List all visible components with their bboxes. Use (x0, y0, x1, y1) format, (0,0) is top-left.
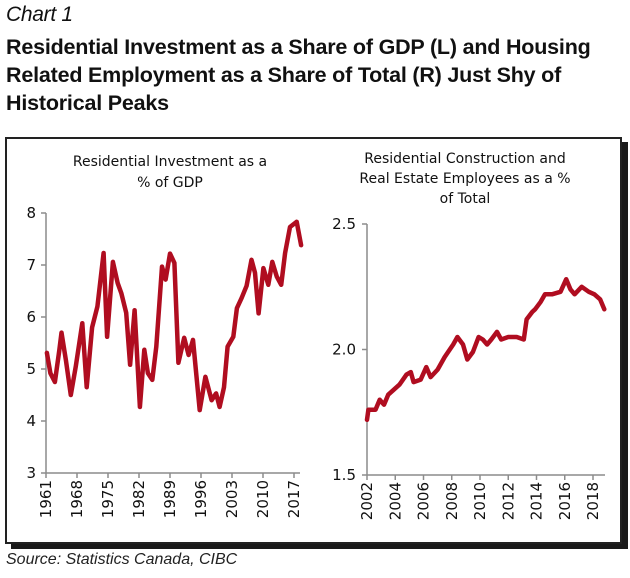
x-tick-label: 2008 (443, 482, 461, 520)
chart-number-label: Chart 1 (6, 3, 73, 26)
x-tick-label: 1975 (99, 480, 117, 518)
subchart-title-line: Residential Investment as a (73, 154, 267, 170)
x-tick-label: 1989 (161, 480, 179, 518)
subchart-title-line: Real Estate Employees as a % (359, 171, 570, 187)
y-tick-label: 4 (26, 412, 36, 430)
subchart-title-line: Residential Construction and (364, 151, 566, 167)
source-note: Source: Statistics Canada, CIBC (6, 551, 238, 568)
x-tick-label: 2006 (415, 482, 433, 520)
y-tick-label: 7 (26, 256, 36, 274)
x-tick-label: 2010 (471, 482, 489, 520)
x-tick-label: 2018 (584, 482, 602, 520)
right-chart: Residential Construction and Real Estate … (332, 151, 607, 520)
x-tick-label: 2016 (556, 482, 574, 520)
chart-title: Residential Investment as a Share of GDP… (6, 35, 591, 115)
y-tick-label: 5 (26, 360, 36, 378)
left-chart: Residential Investment as a % of GDP 8 7 6 5 4… (26, 154, 304, 518)
x-tick-label: 2017 (285, 480, 303, 518)
x-tick-label: 2003 (223, 480, 241, 518)
y-tick-label: 2.0 (332, 341, 356, 359)
y-tick-label: 2.5 (332, 215, 356, 233)
x-tick-label: 1982 (130, 480, 148, 518)
x-tick-label: 2004 (386, 482, 404, 520)
x-tick-label: 2012 (499, 482, 517, 520)
x-tick-label: 1996 (192, 480, 210, 518)
y-tick-label: 1.5 (332, 466, 356, 484)
series-line (364, 276, 607, 423)
subchart-title-line: % of GDP (137, 175, 203, 191)
x-tick-label: 1968 (68, 480, 86, 518)
subchart-title-line: of Total (440, 191, 491, 207)
x-tick-label: 2002 (358, 482, 376, 520)
y-tick-label: 8 (26, 204, 36, 222)
y-tick-label: 3 (26, 464, 36, 482)
x-tick-label: 2010 (254, 480, 272, 518)
series-line (44, 219, 304, 413)
x-tick-label: 2014 (528, 482, 546, 520)
x-tick-label: 1961 (37, 480, 55, 518)
y-tick-label: 6 (26, 308, 36, 326)
